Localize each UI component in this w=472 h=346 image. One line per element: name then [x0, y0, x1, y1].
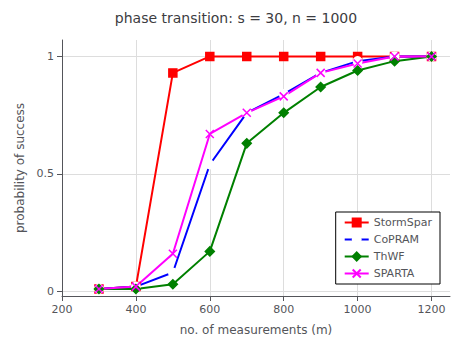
svg-text:phase transition: s = 30, n =: phase transition: s = 30, n = 1000 — [115, 10, 357, 26]
svg-text:400: 400 — [125, 303, 146, 316]
svg-text:800: 800 — [273, 303, 294, 316]
svg-text:1000: 1000 — [344, 303, 372, 316]
svg-text:ThWF: ThWF — [373, 250, 405, 263]
svg-text:0.5: 0.5 — [37, 167, 55, 180]
svg-text:no. of measurements (m): no. of measurements (m) — [180, 323, 333, 337]
svg-text:200: 200 — [52, 303, 73, 316]
svg-text:1: 1 — [47, 50, 54, 63]
svg-text:1200: 1200 — [418, 303, 446, 316]
svg-text:SPARTA: SPARTA — [374, 267, 415, 280]
svg-text:600: 600 — [199, 303, 220, 316]
svg-text:probability of success: probability of success — [13, 103, 27, 233]
svg-text:0: 0 — [47, 285, 54, 298]
svg-text:CoPRAM: CoPRAM — [374, 233, 419, 246]
svg-text:StormSpar: StormSpar — [374, 216, 433, 229]
